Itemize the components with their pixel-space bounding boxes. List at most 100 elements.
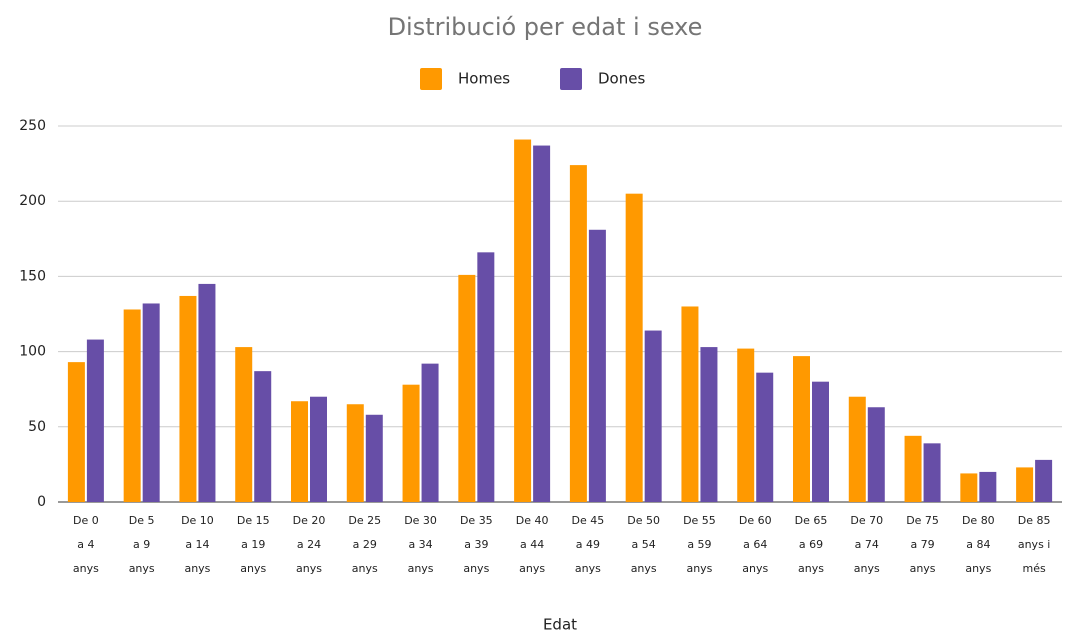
bar (421, 363, 439, 502)
x-tick-label-line: a 4 (77, 538, 94, 551)
bar (960, 473, 978, 502)
bar (979, 471, 997, 502)
x-tick-label-line: a 14 (185, 538, 209, 551)
x-tick-label-line: més (1023, 562, 1046, 575)
x-tick-label-line: anys (240, 562, 266, 575)
x-tick-label: De 10 a 14 anys (181, 514, 214, 575)
x-tick-label-line: a 44 (520, 538, 544, 551)
x-tick-label-line: anys (575, 562, 601, 575)
x-tick-label-line: De 65 (795, 514, 828, 527)
y-tick-label: 50 (28, 419, 46, 435)
x-tick-label: De 20 a 24 anys (293, 514, 326, 575)
x-tick-label-line: a 79 (910, 538, 934, 551)
x-tick-label-line: a 19 (241, 538, 265, 551)
y-tick-label: 100 (19, 344, 46, 360)
x-tick-label: De 40 a 44 anys (516, 514, 549, 575)
x-tick-label-line: a 29 (353, 538, 377, 551)
bar (514, 139, 532, 502)
legend-label: Homes (458, 70, 510, 88)
bar (625, 193, 643, 502)
x-tick-label-line: anys (408, 562, 434, 575)
x-tick-label-line: a 54 (632, 538, 656, 551)
x-tick-label-line: anys (519, 562, 545, 575)
y-tick-label: 0 (37, 494, 46, 510)
bar (756, 372, 774, 502)
bar (867, 407, 885, 502)
bar (123, 309, 141, 502)
x-tick-label: De 75 a 79 anys (906, 514, 939, 575)
x-tick-label-line: De 85 (1018, 514, 1051, 527)
bar (179, 295, 197, 502)
bar (346, 404, 364, 502)
x-tick-label-line: De 60 (739, 514, 772, 527)
bar (235, 347, 253, 502)
x-tick-label-line: De 25 (348, 514, 381, 527)
x-tick-label-line: De 55 (683, 514, 716, 527)
x-tick-label-line: a 34 (408, 538, 432, 551)
x-tick-label-line: De 20 (293, 514, 326, 527)
legend-label: Dones (598, 70, 645, 88)
bar (291, 401, 308, 502)
x-axis-label: Edat (543, 616, 577, 634)
bar (923, 443, 941, 502)
x-tick-label-line: anys (965, 562, 991, 575)
x-tick-label-line: anys (631, 562, 657, 575)
bar (142, 303, 160, 502)
x-tick-label-line: anys (73, 562, 99, 575)
y-tick-label: 200 (19, 193, 46, 209)
y-tick-label: 250 (19, 118, 46, 134)
x-tick-label-line: De 30 (404, 514, 437, 527)
x-tick-label: De 15 a 19 anys (237, 514, 270, 575)
x-tick-label-line: a 39 (464, 538, 488, 551)
x-tick-label: De 0 a 4 anys (73, 514, 99, 575)
bar (569, 165, 587, 502)
x-tick-label-line: a 84 (966, 538, 990, 551)
x-tick-label-line: a 74 (855, 538, 879, 551)
bar (365, 414, 383, 502)
bar (533, 145, 551, 502)
x-tick-label: De 70 a 74 anys (850, 514, 883, 575)
bar (310, 396, 327, 502)
bar (1016, 467, 1034, 502)
x-tick-label: De 50 a 54 anys (627, 514, 660, 575)
chart-title: Distribució per edat i sexe (388, 13, 703, 41)
legend-swatch (560, 68, 582, 90)
x-tick-label-line: a 24 (297, 538, 321, 551)
x-tick-label-line: a 49 (576, 538, 600, 551)
bar (812, 381, 829, 502)
bar (737, 348, 755, 502)
bar (477, 252, 495, 502)
x-tick-label-line: anys (798, 562, 824, 575)
x-tick-label-line: De 45 (572, 514, 605, 527)
x-tick-label: De 5 a 9 anys (129, 514, 155, 575)
x-tick-label-line: anys (352, 562, 378, 575)
x-tick-label: De 55 a 59 anys (683, 514, 716, 575)
bar (198, 283, 216, 502)
x-tick-label-line: De 40 (516, 514, 549, 527)
x-tick-label-line: anys (184, 562, 210, 575)
x-tick-label-line: a 69 (799, 538, 823, 551)
bar (402, 384, 420, 502)
x-tick-label-line: a 64 (743, 538, 767, 551)
bar (588, 229, 606, 502)
x-tick-label: De 30 a 34 anys (404, 514, 437, 575)
x-tick-label: De 60 a 64 anys (739, 514, 772, 575)
bar (681, 306, 699, 502)
x-tick-label-line: De 80 (962, 514, 995, 527)
bar (904, 435, 922, 502)
x-tick-label-line: De 75 (906, 514, 939, 527)
x-tick-label-line: De 5 (129, 514, 155, 527)
x-tick-label-line: De 0 (73, 514, 99, 527)
y-tick-label: 150 (19, 268, 46, 284)
x-tick-label-line: a 59 (687, 538, 711, 551)
bar (848, 396, 866, 502)
bar (458, 274, 476, 502)
x-tick-label-line: anys (296, 562, 322, 575)
x-tick-label-line: anys i (1018, 538, 1051, 551)
x-tick-label: De 80 a 84 anys (962, 514, 995, 575)
x-tick-label-line: anys (686, 562, 712, 575)
bar (67, 362, 85, 502)
x-tick-label: De 35 a 39 anys (460, 514, 493, 575)
x-tick-label-line: anys (129, 562, 155, 575)
